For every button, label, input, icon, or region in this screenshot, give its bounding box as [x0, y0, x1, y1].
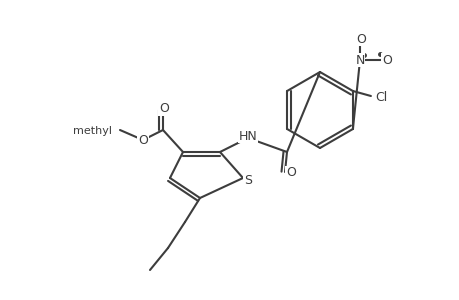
Text: O: O [285, 167, 295, 179]
Text: N: N [354, 53, 364, 67]
Text: O: O [159, 103, 168, 116]
Text: methyl: methyl [73, 126, 112, 136]
Text: O: O [138, 134, 148, 146]
Text: S: S [243, 173, 252, 187]
Text: O: O [355, 32, 365, 46]
Text: HN: HN [238, 130, 257, 142]
Text: O: O [381, 53, 391, 67]
Text: Cl: Cl [374, 91, 386, 103]
